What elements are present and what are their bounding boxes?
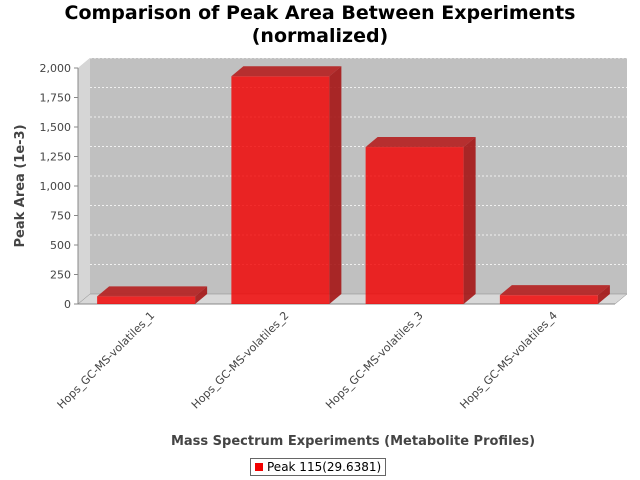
x-tick-label: Hops_GC-MS-volatiles_1: [55, 309, 158, 412]
y-tick-label: 0: [64, 298, 71, 311]
legend-swatch: [255, 463, 263, 471]
bar-top: [365, 137, 476, 148]
chart-title: Comparison of Peak Area Between Experime…: [0, 2, 640, 48]
bar-side: [463, 137, 476, 304]
legend: Peak 115(29.6381): [250, 458, 387, 476]
y-tick-label: 1,250: [40, 151, 72, 164]
plot-side-wall: [78, 58, 90, 304]
legend-label: Peak 115(29.6381): [267, 460, 382, 474]
bar-top: [231, 66, 342, 77]
x-tick-label: Hops_GC-MS-volatiles_2: [189, 309, 292, 412]
y-tick-label: 1,750: [40, 92, 72, 105]
y-tick-label: 2,000: [40, 62, 72, 75]
y-tick-label: 1,500: [40, 121, 72, 134]
bar-top: [97, 286, 208, 297]
y-tick-label: 750: [50, 210, 71, 223]
bar-side: [329, 66, 342, 304]
x-axis-label: Mass Spectrum Experiments (Metabolite Pr…: [171, 434, 535, 449]
bar-side: [597, 285, 610, 304]
plot-back-wall: [78, 58, 627, 304]
bar-side: [195, 286, 208, 304]
bar: [97, 296, 196, 304]
bar: [499, 295, 598, 304]
bar: [231, 76, 330, 304]
bar: [365, 147, 464, 304]
x-tick-label: Hops_GC-MS-volatiles_4: [457, 309, 560, 412]
chart-title-line-2: (normalized): [251, 25, 389, 47]
x-tick-label: Hops_GC-MS-volatiles_3: [323, 309, 426, 412]
bar-top: [499, 285, 610, 296]
y-axis-label: Peak Area (1e-3): [13, 124, 28, 247]
y-tick-label: 1,000: [40, 180, 72, 193]
y-tick-label: 250: [50, 269, 71, 282]
y-tick-label: 500: [50, 239, 71, 252]
chart-title-line-1: Comparison of Peak Area Between Experime…: [64, 2, 576, 24]
